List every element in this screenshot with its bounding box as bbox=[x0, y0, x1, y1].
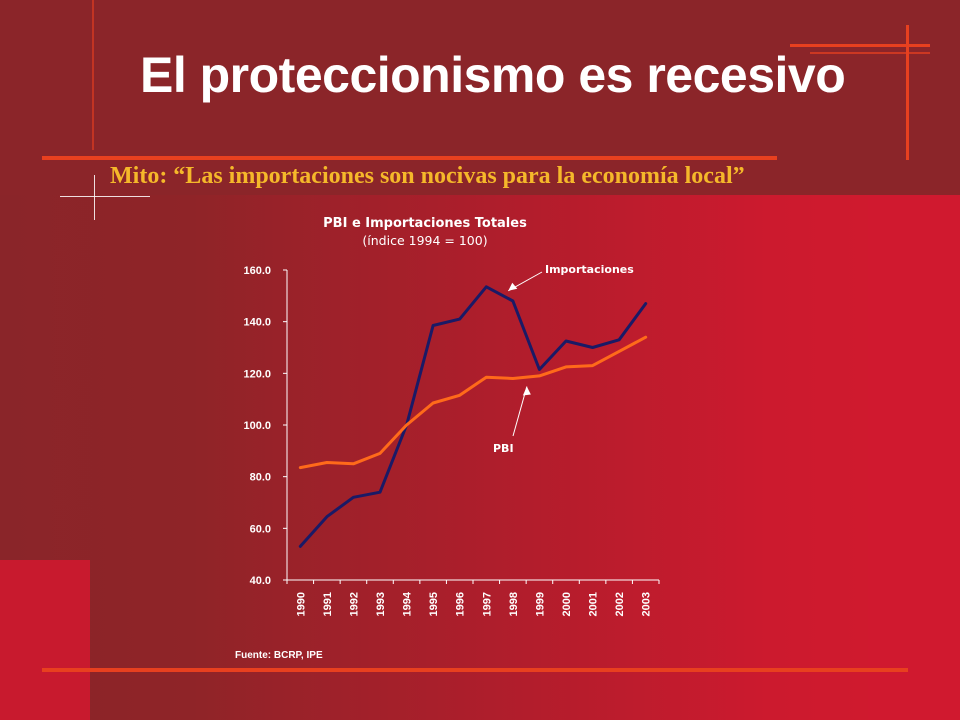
sparkle-vertical bbox=[94, 175, 95, 220]
background-left-lower bbox=[0, 560, 90, 720]
x-tick-label: 1995 bbox=[428, 592, 440, 616]
x-tick-label: 1998 bbox=[508, 592, 520, 616]
sparkle-horizontal bbox=[60, 196, 150, 197]
x-tick-label: 2000 bbox=[561, 592, 573, 616]
y-tick-label: 160.0 bbox=[243, 265, 271, 277]
accent-line-top-left-vertical bbox=[92, 0, 94, 150]
accent-line-under-title bbox=[42, 156, 777, 160]
annotation-arrowhead-importaciones bbox=[508, 282, 518, 291]
y-tick-label: 80.0 bbox=[250, 472, 271, 484]
slide-subtitle: Mito: “Las importaciones son nocivas par… bbox=[110, 163, 745, 189]
x-tick-label: 1993 bbox=[375, 592, 387, 616]
y-tick-label: 120.0 bbox=[243, 368, 271, 380]
chart-title: PBI e Importaciones Totales bbox=[323, 216, 527, 231]
accent-line-right-vertical bbox=[906, 25, 909, 160]
y-tick-label: 40.0 bbox=[250, 575, 271, 587]
x-tick-label: 1991 bbox=[322, 592, 334, 616]
y-tick-label: 100.0 bbox=[243, 420, 271, 432]
x-tick-label: 1999 bbox=[534, 592, 546, 616]
page-title: El proteccionismo es recesivo bbox=[140, 47, 846, 103]
annotation-label-importaciones: Importaciones bbox=[545, 263, 634, 276]
y-tick-label: 140.0 bbox=[243, 317, 271, 329]
x-tick-label: 1996 bbox=[455, 592, 467, 616]
x-tick-label: 1990 bbox=[295, 592, 307, 616]
x-tick-label: 1992 bbox=[348, 592, 360, 616]
background-top-band bbox=[0, 0, 960, 195]
background-right-band bbox=[868, 195, 960, 720]
x-tick-label: 1994 bbox=[402, 591, 414, 616]
series-line-importaciones bbox=[298, 285, 648, 548]
accent-line-bottom bbox=[42, 668, 908, 672]
annotation-arrowhead-pbi bbox=[522, 386, 531, 396]
x-tick-label: 2002 bbox=[614, 592, 626, 616]
series-line-pbi bbox=[298, 335, 648, 470]
chart-subtitle: (índice 1994 = 100) bbox=[362, 233, 488, 248]
x-tick-label: 2003 bbox=[641, 592, 653, 616]
annotation-label-pbi: PBI bbox=[493, 442, 514, 455]
x-tick-label: 1997 bbox=[481, 592, 493, 616]
x-tick-label: 2001 bbox=[588, 592, 600, 616]
accent-line-right-horizontal-2 bbox=[810, 52, 930, 54]
accent-line-right-horizontal bbox=[790, 44, 930, 47]
y-tick-label: 60.0 bbox=[250, 523, 271, 535]
chart-source: Fuente: BCRP, IPE bbox=[235, 650, 323, 661]
